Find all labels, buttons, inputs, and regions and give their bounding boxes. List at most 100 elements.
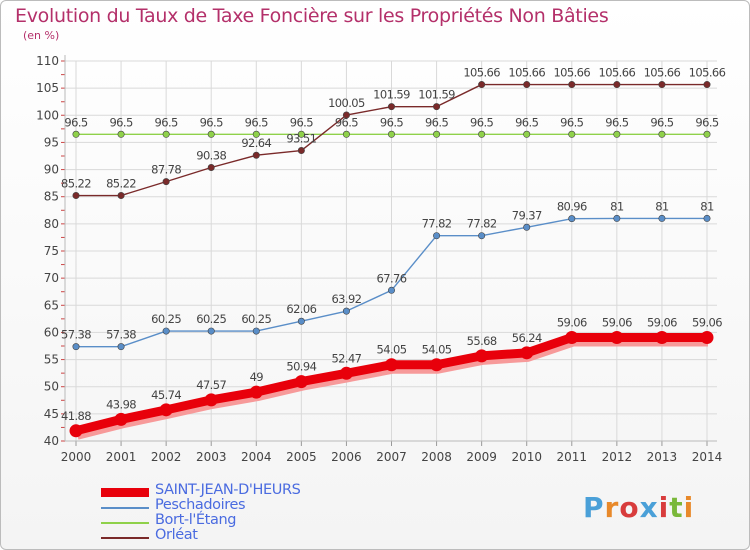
x-tick-label: 2003 <box>196 450 227 464</box>
data-point <box>162 130 170 138</box>
series-orl-at <box>72 81 711 200</box>
data-label: 96.5 <box>109 115 132 129</box>
data-point <box>610 331 624 345</box>
y-tick-label: 70 <box>44 271 59 285</box>
data-point <box>342 307 350 315</box>
data-label: 96.5 <box>245 115 268 129</box>
data-point <box>613 130 621 138</box>
x-tick-label: 2010 <box>511 450 542 464</box>
y-tick-label: 45 <box>44 407 59 421</box>
data-point <box>159 403 173 417</box>
data-point <box>478 81 486 89</box>
data-point <box>117 192 125 200</box>
data-point <box>523 130 531 138</box>
data-label: 90.38 <box>196 149 226 163</box>
data-label: 59.06 <box>692 316 722 330</box>
x-tick-label: 2004 <box>241 450 272 464</box>
y-tick-label: 60 <box>44 325 59 339</box>
series-peschadoires <box>72 214 711 351</box>
data-point <box>475 349 489 363</box>
data-point <box>433 130 441 138</box>
data-point <box>387 286 395 294</box>
data-point <box>207 327 215 335</box>
data-label: 62.06 <box>286 302 316 316</box>
data-point <box>568 215 576 223</box>
data-label: 60.25 <box>241 312 271 326</box>
data-label: 81 <box>700 199 714 213</box>
x-tick-label: 2013 <box>647 450 678 464</box>
data-label: 47.57 <box>196 378 226 392</box>
data-label: 93.51 <box>286 132 316 146</box>
data-point <box>342 130 350 138</box>
legend-label: Peschadoires <box>155 497 246 513</box>
data-label: 100.05 <box>328 96 365 110</box>
data-label: 79.37 <box>512 208 542 222</box>
y-tick-label: 65 <box>44 298 59 312</box>
data-label: 43.98 <box>106 397 136 411</box>
data-point <box>568 81 576 89</box>
legend-label: Orléat <box>155 527 198 543</box>
data-point <box>613 214 621 222</box>
data-point <box>72 343 80 351</box>
data-point <box>252 151 260 159</box>
chart-title: Evolution du Taux de Taxe Foncière sur l… <box>15 5 609 27</box>
data-label: 57.38 <box>61 328 91 342</box>
data-point <box>294 375 308 389</box>
data-point <box>523 223 531 231</box>
x-tick-label: 2006 <box>331 450 362 464</box>
data-label: 52.47 <box>331 351 361 365</box>
data-point <box>703 81 711 89</box>
data-label: 96.5 <box>470 115 493 129</box>
data-label: 81 <box>610 199 624 213</box>
data-label: 105.66 <box>599 66 636 80</box>
series-bort-l-tang <box>72 130 711 138</box>
data-label: 96.5 <box>605 115 628 129</box>
data-label: 77.82 <box>467 217 497 231</box>
data-point <box>72 130 80 138</box>
chart-subtitle: (en %) <box>23 29 60 42</box>
legend-swatch <box>101 507 149 509</box>
y-tick-label: 105 <box>36 81 59 95</box>
data-label: 105.66 <box>689 66 726 80</box>
data-point <box>613 81 621 89</box>
y-tick-label: 90 <box>44 163 59 177</box>
legend-label: SAINT-JEAN-D'HEURS <box>155 482 301 498</box>
legend-label: Bort-l'Étang <box>155 512 237 528</box>
legend-swatch <box>101 488 149 497</box>
x-tick-label: 2009 <box>466 450 497 464</box>
data-label: 96.5 <box>695 115 718 129</box>
data-label: 55.68 <box>467 334 497 348</box>
data-label: 85.22 <box>61 177 91 191</box>
data-label: 85.22 <box>106 177 136 191</box>
x-tick-label: 2014 <box>692 450 723 464</box>
data-point <box>478 232 486 240</box>
legend-swatch <box>101 537 149 539</box>
data-point <box>658 130 666 138</box>
data-point <box>204 393 218 407</box>
data-label: 59.06 <box>647 316 677 330</box>
data-label: 60.25 <box>196 312 226 326</box>
data-label: 101.59 <box>373 88 410 102</box>
data-label: 96.5 <box>650 115 673 129</box>
data-label: 105.66 <box>644 66 681 80</box>
x-tick-label: 2012 <box>602 450 633 464</box>
data-label: 60.25 <box>151 312 181 326</box>
data-point <box>658 81 666 89</box>
y-tick-label: 100 <box>36 108 59 122</box>
data-point <box>339 366 353 380</box>
data-point <box>69 424 83 438</box>
data-label: 81 <box>655 199 669 213</box>
data-label: 56.24 <box>512 331 542 345</box>
y-tick-label: 95 <box>44 135 59 149</box>
y-tick-label: 75 <box>44 244 59 258</box>
data-point <box>700 331 714 345</box>
x-tick-label: 2011 <box>557 450 588 464</box>
data-label: 50.94 <box>286 360 316 374</box>
series-saint-jean-d-heurs <box>69 331 714 440</box>
data-label: 96.5 <box>425 115 448 129</box>
data-label: 96.5 <box>515 115 538 129</box>
y-tick-label: 110 <box>36 54 59 68</box>
data-point <box>162 327 170 335</box>
data-label: 96.5 <box>64 115 87 129</box>
